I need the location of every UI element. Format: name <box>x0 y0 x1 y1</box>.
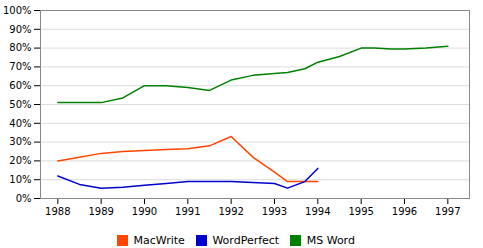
svg-text:1990: 1990 <box>132 206 157 217</box>
svg-text:60%: 60% <box>9 80 31 91</box>
svg-text:1988: 1988 <box>45 206 70 217</box>
svg-text:1994: 1994 <box>305 206 330 217</box>
svg-text:1991: 1991 <box>175 206 200 217</box>
svg-text:50%: 50% <box>9 99 31 110</box>
svg-text:1997: 1997 <box>435 206 460 217</box>
html-text:WordPerfect: WordPerfect <box>212 234 280 247</box>
svg-text:90%: 90% <box>9 24 31 35</box>
svg-text:1995: 1995 <box>348 206 373 217</box>
svg-text:1989: 1989 <box>88 206 113 217</box>
svg-text:80%: 80% <box>9 42 31 53</box>
svg-text:10%: 10% <box>9 174 31 185</box>
svg-text:1996: 1996 <box>392 206 417 217</box>
svg-text:1993: 1993 <box>262 206 287 217</box>
svg-text:20%: 20% <box>9 155 31 166</box>
html-text:MacWrite: MacWrite <box>133 234 185 247</box>
svg-text:1992: 1992 <box>218 206 243 217</box>
svg-text:0%: 0% <box>16 193 32 204</box>
svg-text:40%: 40% <box>9 118 31 129</box>
html-text:MS Word: MS Word <box>306 234 355 247</box>
svg-text:100%: 100% <box>3 5 32 16</box>
svg-text:70%: 70% <box>9 61 31 72</box>
svg-text:30%: 30% <box>9 136 31 147</box>
